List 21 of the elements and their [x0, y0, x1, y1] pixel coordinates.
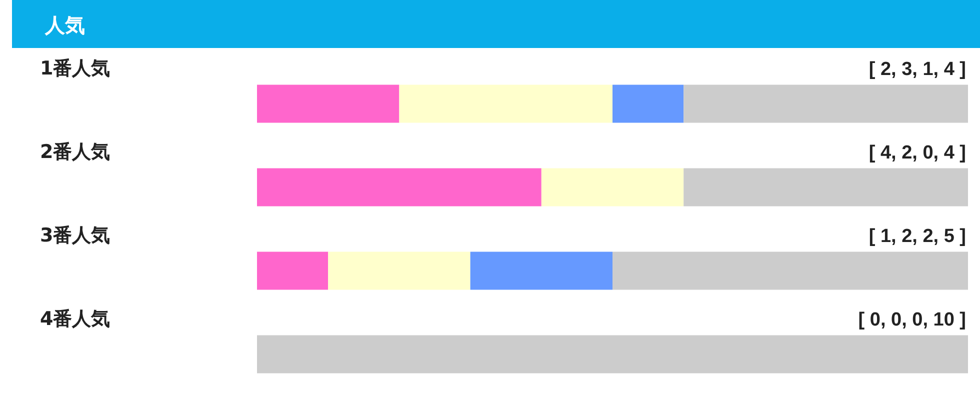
bar — [399, 84, 612, 123]
text: 人気 — [44, 13, 85, 37]
annotation: [ 1, 2, 2, 5 ] — [868, 226, 966, 247]
bar — [612, 252, 968, 290]
annotation: [ 4, 2, 0, 4 ] — [868, 142, 966, 164]
y-tick-label: 3番人気 — [40, 224, 110, 246]
bar — [257, 84, 400, 123]
bar — [684, 84, 968, 123]
bar — [684, 168, 968, 206]
bar — [541, 168, 684, 206]
y-tick-label: 1番人気 — [40, 57, 110, 80]
bar — [257, 252, 328, 290]
bar — [470, 252, 612, 290]
bar — [328, 252, 470, 290]
bar — [612, 84, 684, 123]
annotation: [ 0, 0, 0, 10 ] — [858, 310, 966, 330]
y-tick-label: 4番人気 — [40, 308, 110, 330]
bar — [257, 335, 968, 374]
bar — [257, 168, 542, 206]
y-tick-label: 2番人気 — [40, 140, 110, 163]
annotation: [ 2, 3, 1, 4 ] — [868, 59, 966, 80]
